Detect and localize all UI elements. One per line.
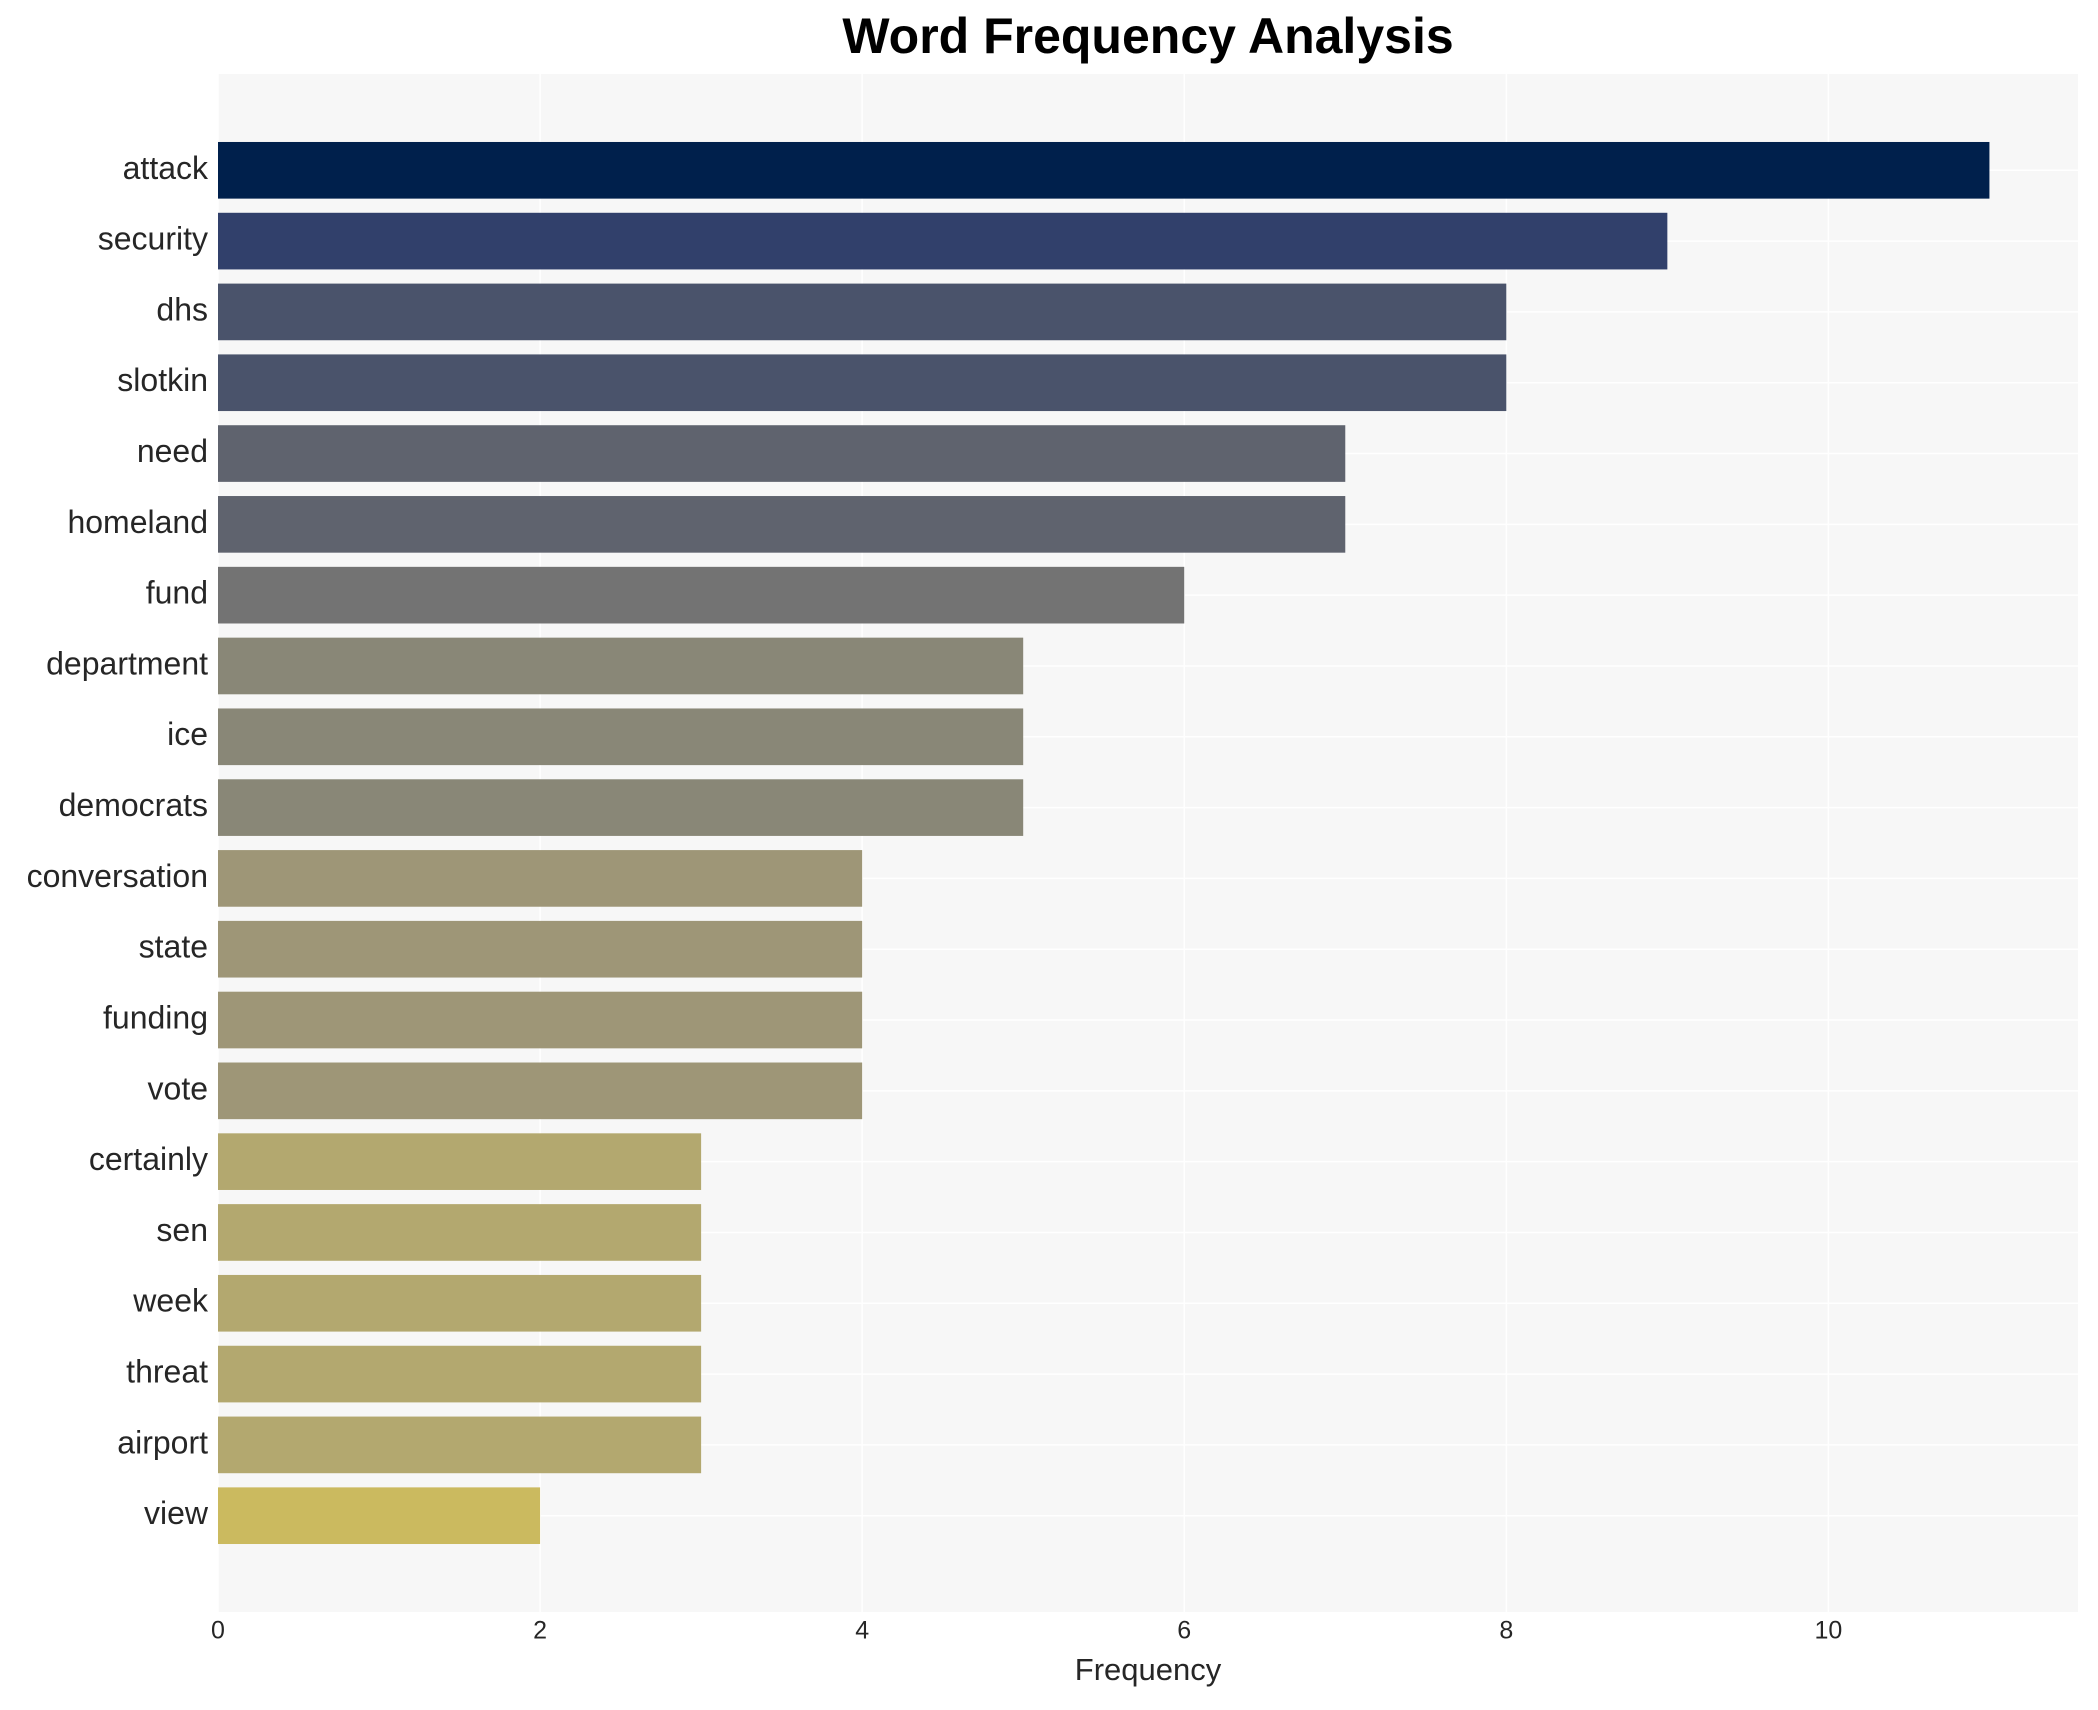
bar xyxy=(218,354,1507,412)
x-tick-label: 2 xyxy=(533,1617,547,1645)
x-axis-label: Frequency xyxy=(1075,1652,1222,1687)
y-tick-label: slotkin xyxy=(117,362,208,398)
y-tick-label: ice xyxy=(167,716,208,752)
bar xyxy=(218,496,1346,553)
x-tick-label: 8 xyxy=(1499,1617,1513,1645)
y-tick-label: democrats xyxy=(59,787,208,823)
bar xyxy=(218,212,1668,270)
bar xyxy=(218,566,1185,624)
y-tick-label: threat xyxy=(126,1354,208,1390)
y-tick-label: view xyxy=(144,1495,209,1531)
y-tick-label: vote xyxy=(148,1070,208,1106)
y-tick-label: department xyxy=(46,645,208,681)
y-tick-label: attack xyxy=(123,150,209,186)
bar xyxy=(218,850,863,907)
bar xyxy=(218,1204,702,1261)
bar xyxy=(218,1487,541,1545)
x-tick-label: 6 xyxy=(1177,1617,1191,1645)
bar xyxy=(218,425,1346,482)
y-tick-label: certainly xyxy=(89,1141,208,1177)
bar xyxy=(218,637,1024,695)
bar xyxy=(218,1274,702,1332)
chart-title: Word Frequency Analysis xyxy=(842,8,1453,64)
y-tick-label: need xyxy=(137,433,208,469)
bar xyxy=(218,708,1024,766)
bar xyxy=(218,141,1990,199)
x-tick-label: 0 xyxy=(211,1617,225,1645)
bar xyxy=(218,1416,702,1474)
bar xyxy=(218,1133,702,1190)
y-tick-label: funding xyxy=(103,999,208,1035)
y-tick-label: dhs xyxy=(156,291,208,327)
bar xyxy=(218,920,863,978)
bar xyxy=(218,1345,702,1403)
x-tick-label: 4 xyxy=(855,1617,869,1645)
y-tick-label: airport xyxy=(117,1424,208,1460)
bar xyxy=(218,283,1507,341)
bar xyxy=(218,779,1024,836)
y-tick-label: homeland xyxy=(67,504,208,540)
bar xyxy=(218,991,863,1049)
y-tick-label: state xyxy=(139,929,208,965)
y-tick-label: security xyxy=(98,221,208,257)
y-tick-label: week xyxy=(132,1283,209,1319)
y-tick-label: conversation xyxy=(27,858,208,894)
x-tick-label: 10 xyxy=(1814,1617,1842,1645)
y-tick-label: sen xyxy=(156,1212,208,1248)
y-tick-label: fund xyxy=(146,575,208,611)
bar xyxy=(218,1062,863,1120)
